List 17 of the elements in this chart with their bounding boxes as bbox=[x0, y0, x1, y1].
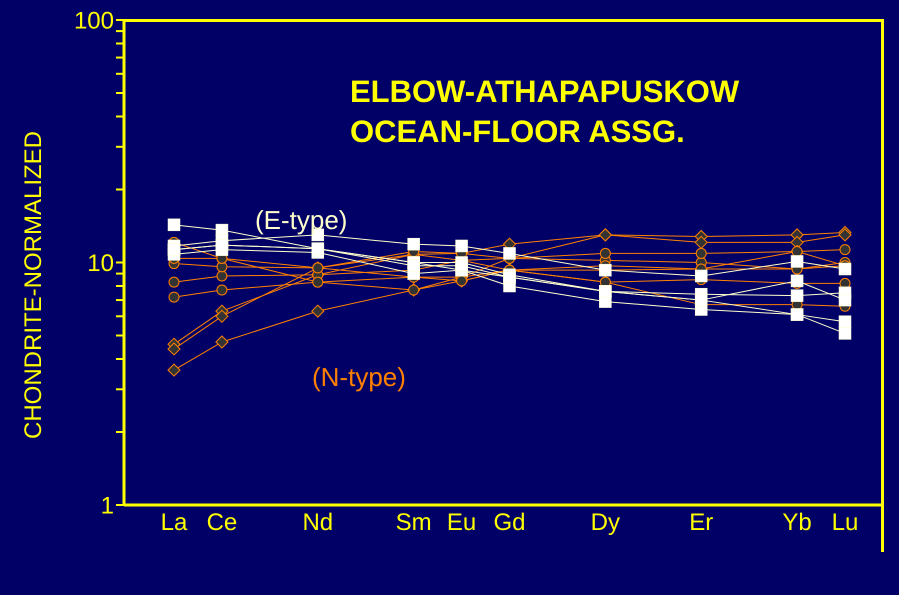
x-tick-label: Sm bbox=[396, 509, 432, 536]
y-tick-label: 10 bbox=[87, 250, 114, 278]
annotation: (N-type) bbox=[312, 362, 406, 393]
x-tick-label: Dy bbox=[590, 509, 620, 536]
text: ELBOW-ATHAPAPUSKOW OCEAN-FLOOR ASSG. bbox=[350, 73, 740, 151]
x-tick-label: La bbox=[160, 509, 188, 536]
annotation: (E-type) bbox=[255, 205, 348, 236]
x-tick-label: Nd bbox=[302, 509, 334, 536]
x-tick-label: Er bbox=[689, 509, 714, 536]
x-tick-label: Lu bbox=[832, 509, 858, 536]
x-tick-label: Eu bbox=[446, 509, 476, 536]
x-tick-label: Gd bbox=[493, 509, 526, 536]
y-tick-label: 1 bbox=[100, 492, 114, 520]
y-axis-title: CHONDRITE-NORMALIZED bbox=[20, 130, 48, 440]
y-tick-label: 100 bbox=[74, 8, 114, 35]
x-tick-label: Yb bbox=[782, 509, 812, 536]
x-tick-label: Ce bbox=[206, 509, 238, 536]
